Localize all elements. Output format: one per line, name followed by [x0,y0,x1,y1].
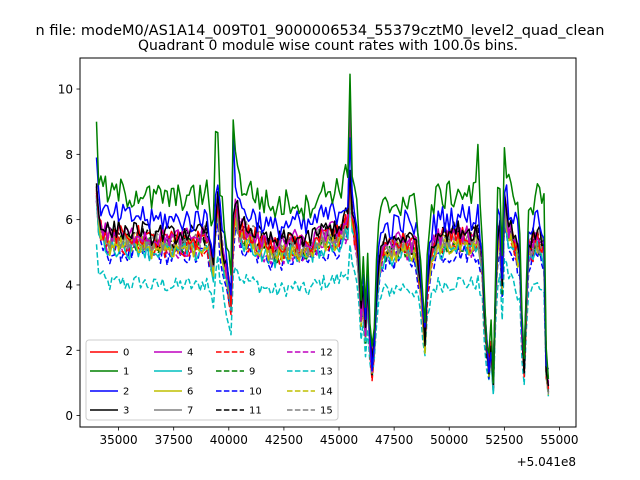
y-tick-label: 4 [65,278,73,292]
series-line-4 [95,104,550,386]
legend-label-5: 5 [187,367,193,378]
legend-label-8: 8 [249,348,255,359]
chart-title: Quadrant 0 module wise count rates with … [138,38,518,54]
axes-frame [79,57,577,428]
y-tick-label: 2 [65,344,73,358]
y-tick-label: 0 [65,409,73,423]
figure-suptitle: n file: modeM0/AS1A14_009T01_9000006534_… [36,23,605,39]
legend-label-3: 3 [123,406,129,417]
legend-frame [85,339,339,421]
x-tick-label: 40000 [210,433,248,447]
y-tick-label: 10 [58,83,73,97]
x-tick-label: 50000 [430,433,468,447]
y-axis: 0 2 4 6 8 10 [58,83,80,423]
x-tick-label: 37500 [155,433,193,447]
x-tick-label: 55000 [540,433,578,447]
x-axis: 35000 37500 40000 42500 45000 47500 50000 52500… [99,427,579,447]
series-line-2 [95,130,550,373]
legend-label-2: 2 [123,387,129,398]
x-tick-label: 35000 [99,433,137,447]
y-tick-label: 6 [65,213,73,227]
y-tick-label: 8 [65,148,73,162]
plot-area [95,73,550,397]
series-line-7 [95,186,550,395]
series-line-10 [95,196,550,392]
legend-label-7: 7 [187,406,193,417]
x-tick-label: 47500 [375,433,413,447]
legend-label-15: 15 [320,406,333,417]
x-tick-label: 52500 [485,433,523,447]
legend-label-1: 1 [123,367,129,378]
legend-label-13: 13 [320,367,333,378]
x-tick-label: 45000 [320,433,358,447]
x-tick-label: 42500 [265,433,303,447]
x-offset-label: +5.041e8 [517,455,576,469]
series-line-3 [95,169,550,387]
legend-label-12: 12 [320,348,333,359]
legend-label-0: 0 [123,348,129,359]
legend-label-9: 9 [249,367,255,378]
legend-label-4: 4 [187,348,193,359]
series-line-1 [95,73,550,384]
legend-label-6: 6 [187,387,193,398]
legend-label-14: 14 [320,387,333,398]
series-line-13 [95,243,550,397]
legend-label-11: 11 [249,406,262,417]
legend-label-10: 10 [249,387,262,398]
